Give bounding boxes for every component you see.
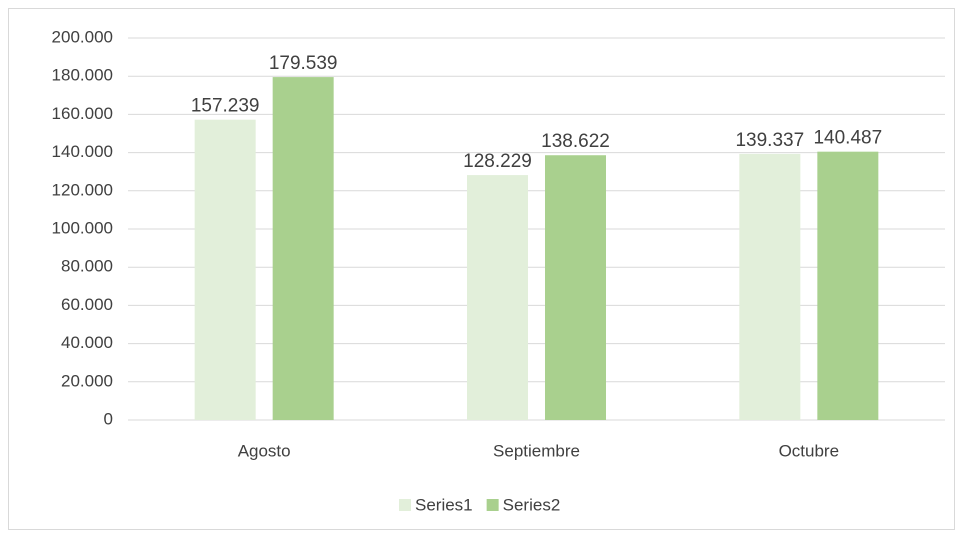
bar (739, 153, 801, 420)
data-label: 157.239 (191, 96, 260, 117)
data-label: 128.229 (463, 151, 532, 172)
data-label: 138.622 (541, 131, 610, 152)
legend-swatch (486, 499, 499, 511)
y-tick-label: 180.000 (52, 66, 113, 85)
legend-swatch (399, 499, 411, 511)
data-label: 179.539 (269, 53, 338, 74)
y-tick-label: 60.000 (61, 295, 113, 314)
data-label: 139.337 (735, 130, 804, 151)
bar (467, 175, 528, 420)
y-tick-label: 0 (104, 409, 113, 428)
x-tick-label: Octubre (779, 441, 839, 460)
legend-label: Series1 (415, 495, 473, 514)
y-tick-label: 200.000 (52, 27, 113, 46)
y-tick-label: 100.000 (52, 218, 113, 237)
y-tick-label: 140.000 (52, 142, 113, 161)
y-tick-label: 20.000 (61, 371, 113, 390)
y-tick-label: 160.000 (52, 104, 113, 123)
x-tick-label: Agosto (238, 441, 291, 460)
data-label: 140.487 (813, 128, 882, 149)
bar (817, 151, 879, 420)
x-tick-label: Septiembre (493, 441, 580, 460)
y-tick-label: 40.000 (61, 333, 113, 352)
bar (194, 119, 256, 420)
y-tick-label: 80.000 (61, 257, 113, 276)
bar (272, 77, 334, 421)
y-tick-label: 120.000 (52, 180, 113, 199)
bar (545, 155, 606, 420)
legend-label: Series2 (503, 495, 561, 514)
